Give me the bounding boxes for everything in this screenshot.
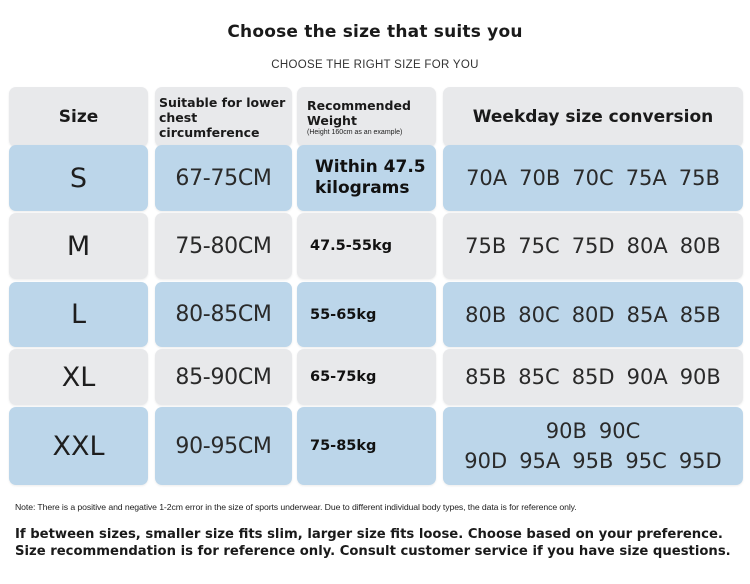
- conversion-value: 95A: [519, 449, 561, 473]
- size-cell: XXL: [9, 407, 148, 485]
- weight-cell: Within 47.5 kilograms: [297, 145, 436, 211]
- conversion-cell: 80B 80C 80D 85A 85B: [443, 282, 743, 347]
- chest-cell: 75-80CM: [155, 213, 292, 279]
- weight-cell: 55-65kg: [297, 282, 436, 347]
- header-weight-note: (Height 160cm as an example): [307, 129, 403, 136]
- conversion-value: 75C: [518, 234, 560, 258]
- header-size: Size: [9, 87, 148, 147]
- conversion-value: 80B: [679, 234, 721, 258]
- conversion-value: 95B: [572, 449, 614, 473]
- conversion-value: 75B: [678, 166, 720, 190]
- conversion-value: 85B: [465, 365, 507, 389]
- conversion-value: 75D: [571, 234, 615, 258]
- conversion-value: 85B: [679, 302, 721, 327]
- chest-cell: 67-75CM: [155, 145, 292, 211]
- conversion-value: 85A: [626, 302, 668, 327]
- table-row: XL 85-90CM 65-75kg 85B 85C 85D 90A 90B: [9, 349, 743, 405]
- conversion-value: 80B: [465, 302, 507, 327]
- conversion-value: 70C: [572, 166, 614, 190]
- conversion-cell: 85B 85C 85D 90A 90B: [443, 349, 743, 405]
- table-row: XXL 90-95CM 75-85kg 90B 90C 90D 95A 95B 95C 95D: [9, 407, 743, 485]
- conversion-value: 80D: [571, 302, 615, 327]
- chest-cell: 85-90CM: [155, 349, 292, 405]
- weight-cell: 65-75kg: [297, 349, 436, 405]
- conversion-value: 75B: [465, 234, 507, 258]
- conversion-value: 70B: [519, 166, 561, 190]
- conversion-value: 85C: [518, 365, 560, 389]
- conversion-value: 95D: [678, 449, 722, 473]
- header-weight: Recommended Weight (Height 160cm as an e…: [297, 87, 436, 147]
- chest-cell: 90-95CM: [155, 407, 292, 485]
- conversion-value: 90B: [679, 365, 721, 389]
- conversion-value: 75A: [625, 166, 667, 190]
- conversion-value: 90A: [626, 365, 668, 389]
- header-chest: Suitable for lower chest circumference: [155, 87, 292, 147]
- size-cell: XL: [9, 349, 148, 405]
- size-cell: S: [9, 145, 148, 211]
- size-cell: L: [9, 282, 148, 347]
- size-cell: M: [9, 213, 148, 279]
- conversion-cell: 90B 90C 90D 95A 95B 95C 95D: [443, 407, 743, 485]
- conversion-value: 90B: [545, 419, 587, 443]
- conversion-cell: 75B 75C 75D 80A 80B: [443, 213, 743, 279]
- conversion-value: 95C: [625, 449, 667, 473]
- footer-text: If between sizes, smaller size fits slim…: [15, 527, 731, 559]
- conversion-value: 80A: [626, 234, 668, 258]
- table-row: L 80-85CM 55-65kg 80B 80C 80D 85A 85B: [9, 282, 743, 347]
- conversion-value: 90C: [598, 419, 641, 443]
- conversion-cell: 70A 70B 70C 75A 75B: [443, 145, 743, 211]
- header-weight-label: Recommended Weight: [307, 98, 411, 128]
- page-title: Choose the size that suits you: [227, 22, 523, 42]
- weight-cell: 75-85kg: [297, 407, 436, 485]
- weight-cell: 47.5-55kg: [297, 213, 436, 279]
- page-subtitle: CHOOSE THE RIGHT SIZE FOR YOU: [271, 59, 479, 71]
- conversion-value: 85D: [571, 365, 615, 389]
- table-row: M 75-80CM 47.5-55kg 75B 75C 75D 80A 80B: [9, 213, 743, 279]
- chest-cell: 80-85CM: [155, 282, 292, 347]
- table-row: S 67-75CM Within 47.5 kilograms 70A 70B 70C 75…: [9, 145, 743, 211]
- header-conversion: Weekday size conversion: [443, 87, 743, 147]
- conversion-value: 90D: [464, 449, 508, 473]
- note-text: Note: There is a positive and negative 1…: [15, 502, 577, 512]
- table-header-row: Size Suitable for lower chest circumfere…: [9, 87, 743, 147]
- conversion-value: 80C: [518, 302, 560, 327]
- conversion-value: 70A: [466, 166, 508, 190]
